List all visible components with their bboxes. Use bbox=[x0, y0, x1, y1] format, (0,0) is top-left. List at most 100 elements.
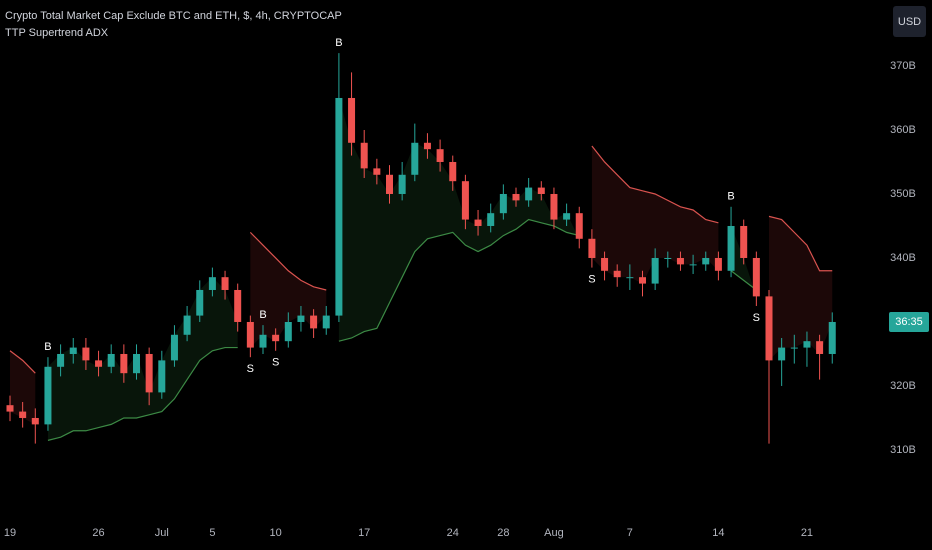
candle-body bbox=[398, 174, 406, 194]
candle-body bbox=[322, 315, 330, 329]
candle-body bbox=[133, 353, 140, 374]
candle-body bbox=[512, 193, 520, 201]
supertrend-line bbox=[9, 350, 36, 374]
x-tick-label: 5 bbox=[209, 527, 215, 539]
x-tick-label: 17 bbox=[358, 527, 370, 539]
trend-fill bbox=[10, 350, 36, 425]
currency-label[interactable]: USD bbox=[898, 16, 921, 28]
supertrend-line bbox=[249, 231, 327, 291]
supertrend-line bbox=[591, 145, 719, 224]
countdown-label: 36:35 bbox=[895, 316, 923, 328]
candle-body bbox=[778, 347, 786, 361]
candle-body bbox=[803, 341, 811, 348]
supertrend-line bbox=[47, 346, 238, 441]
candle-body bbox=[272, 334, 280, 342]
candle-body bbox=[348, 97, 356, 143]
candle-body bbox=[550, 193, 558, 220]
candle-body bbox=[44, 366, 52, 425]
trend-fill bbox=[250, 232, 327, 348]
signal-label: B bbox=[335, 37, 342, 49]
candle-body bbox=[19, 411, 27, 418]
signal-label: S bbox=[588, 273, 595, 285]
candle-body bbox=[145, 353, 153, 393]
candle-body bbox=[752, 257, 760, 297]
candle-body bbox=[613, 270, 621, 278]
candle-body bbox=[208, 277, 216, 290]
candle-body bbox=[664, 257, 672, 259]
candle-body bbox=[702, 257, 710, 265]
signal-label: B bbox=[727, 191, 734, 203]
candle-body bbox=[689, 264, 697, 266]
candle-body bbox=[626, 277, 634, 279]
candle-body bbox=[740, 225, 748, 258]
signal-label: B bbox=[259, 309, 266, 321]
candle-body bbox=[563, 213, 571, 220]
y-tick-label: 350B bbox=[890, 188, 916, 200]
x-tick-label: 19 bbox=[4, 527, 16, 539]
candle-body bbox=[259, 334, 267, 348]
candle-body bbox=[158, 360, 166, 393]
candle-body bbox=[221, 277, 229, 290]
candle-body bbox=[411, 142, 419, 175]
candle-body bbox=[170, 334, 178, 361]
candle-body bbox=[386, 174, 393, 194]
candle-body bbox=[373, 168, 381, 175]
candle-body bbox=[727, 225, 735, 271]
y-tick-label: 340B bbox=[890, 252, 916, 264]
x-tick-label: Aug bbox=[544, 527, 564, 539]
candle-body bbox=[335, 97, 343, 316]
signal-label: S bbox=[753, 312, 760, 324]
candle-body bbox=[525, 187, 533, 201]
x-tick-label: 24 bbox=[447, 527, 459, 539]
y-tick-label: 310B bbox=[890, 444, 916, 456]
x-tick-label: 10 bbox=[270, 527, 282, 539]
candle-body bbox=[499, 193, 507, 214]
candle-body bbox=[31, 417, 39, 425]
candle-body bbox=[310, 315, 318, 329]
currency-button[interactable] bbox=[893, 6, 926, 37]
supertrend-line bbox=[768, 215, 833, 272]
trend-fill bbox=[338, 97, 580, 342]
candle-body bbox=[575, 213, 583, 239]
candle-body bbox=[246, 321, 254, 348]
candle-body bbox=[790, 347, 798, 349]
candle-body bbox=[639, 277, 646, 284]
candle-body bbox=[183, 315, 191, 335]
candle-body bbox=[423, 142, 431, 150]
candle-body bbox=[676, 257, 684, 265]
candle-body bbox=[588, 238, 596, 258]
candle-body bbox=[234, 289, 242, 322]
candle-body bbox=[449, 161, 457, 182]
candle-body bbox=[82, 347, 90, 361]
supertrend-line bbox=[338, 218, 580, 342]
candle-body bbox=[107, 353, 115, 367]
candle-body bbox=[461, 181, 469, 220]
indicator-name: TTP Supertrend ADX bbox=[5, 27, 109, 39]
x-tick-label: Jul bbox=[155, 527, 169, 539]
y-tick-label: 320B bbox=[890, 380, 916, 392]
candle-body bbox=[474, 219, 482, 226]
candle-body bbox=[714, 257, 722, 271]
candle-body bbox=[436, 149, 444, 162]
x-tick-label: 21 bbox=[801, 527, 813, 539]
candle-body bbox=[828, 321, 836, 354]
candle-body bbox=[487, 213, 495, 226]
candle-body bbox=[816, 341, 824, 354]
candle-body bbox=[537, 187, 545, 194]
candle-body bbox=[120, 353, 128, 374]
candle-body bbox=[69, 347, 77, 354]
candle-body bbox=[95, 360, 103, 367]
candle-body bbox=[6, 405, 14, 412]
x-tick-label: 14 bbox=[712, 527, 724, 539]
signal-label: S bbox=[272, 357, 279, 369]
y-tick-label: 370B bbox=[890, 60, 916, 72]
candle-body bbox=[601, 257, 609, 271]
supertrend-line bbox=[730, 270, 757, 291]
candle-body bbox=[651, 257, 659, 284]
trend-fill bbox=[591, 145, 719, 284]
candle-body bbox=[196, 289, 204, 316]
candle-body bbox=[284, 321, 292, 342]
